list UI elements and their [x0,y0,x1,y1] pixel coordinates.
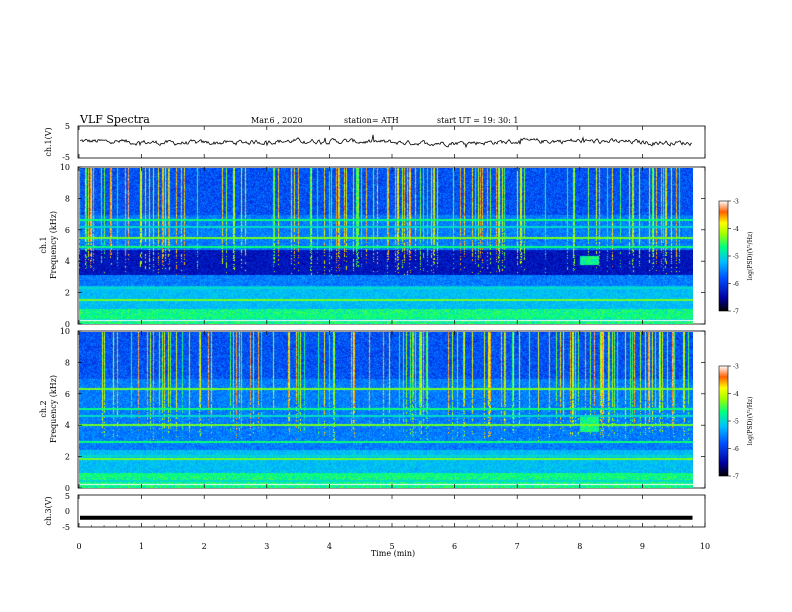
time-tick-label-1: 1 [139,542,144,551]
ch1-freq-ytick-label-4: 4 [65,257,70,266]
ch1-spectrogram-image [79,168,693,324]
ch2-spectrogram-panel: 0 2 4 6 8 10 ch.2 Frequency (kHz) [39,327,706,493]
time-tick-label-4: 4 [327,542,332,551]
ch2-colorbar: -3 -4 -5 -6 -7 log(PSD)(V²/Hz) [718,364,754,481]
time-tick-label-9: 9 [640,542,645,551]
ch2-freq-ytick-label-6: 6 [65,390,70,399]
date-label: Mar.6 , 2020 [251,116,303,125]
time-tick-label-7: 7 [515,542,520,551]
figure-title: VLF Spectra [79,113,150,126]
start-time-label: start UT = 19: 30: 1 [437,116,518,125]
ch2-colorbar-tick--4: -4 [733,391,739,398]
ch1-wave-ytick-top: 5 [65,122,70,131]
ch1-freq-ytick-label-2: 2 [65,289,70,298]
ch1-wave-ytick-bottom: -5 [62,153,70,162]
ch2-freq-ytick-label-10: 10 [60,327,70,336]
ch1-freq-ytick-label-0: 0 [65,320,70,329]
ch1-colorbar-tick--3: -3 [733,199,739,206]
ch1-freq-ytick-label-8: 8 [65,194,70,203]
ch2-colorbar-tick--3: -3 [733,364,739,371]
ch1-colorbar-label: log(PSD)(V²/Hz) [747,232,754,281]
time-tick-label-5: 5 [389,542,394,551]
ch1-spec-ylabel-channel: ch.1 [39,236,48,253]
ch1-colorbar: -3 -4 -5 -6 -7 log(PSD)(V²/Hz) [718,199,754,316]
ch1-wave-ylabel: ch.1(V) [44,127,53,156]
ch1-colorbar-tick--6: -6 [733,281,739,288]
time-axis: 0 1 2 3 4 5 6 7 8 9 10 [76,126,710,551]
ch2-spectrogram-image [79,332,693,488]
ch3-wave-ytick-mid: 0 [65,507,70,516]
ch2-spectrogram-canvas [79,332,693,488]
ch2-colorbar-tick--7: -7 [733,474,739,481]
time-tick-label-6: 6 [452,542,457,551]
ch3-waveform-panel: 5 0 -5 ch.3(V) [44,492,706,532]
time-tick-label-0: 0 [76,542,81,551]
ch1-colorbar-tick--5: -5 [733,254,739,261]
ch2-spec-ylabel-freq: Frequency (kHz) [49,375,58,443]
ch2-freq-ytick-label-8: 8 [65,358,70,367]
time-tick-label-10: 10 [700,542,710,551]
ch1-spectrogram-canvas [79,168,693,324]
ch2-colorbar-tick--5: -5 [733,419,739,426]
ch2-colorbar-tick--6: -6 [733,446,739,453]
station-label: station= ATH [344,116,399,125]
ch1-colorbar-tick--7: -7 [733,309,739,316]
time-axis-label: Time (min) [371,549,415,558]
ch2-spec-ylabel-channel: ch.2 [39,400,48,417]
time-tick-label-8: 8 [577,542,582,551]
ch1-freq-ytick-label-6: 6 [65,226,70,235]
time-tick-label-3: 3 [264,542,269,551]
ch1-freq-ytick-label-10: 10 [60,163,70,172]
time-tick-label-2: 2 [202,542,207,551]
ch3-wave-ytick-top: 5 [65,492,70,501]
ch1-spec-ylabel-freq: Frequency (kHz) [49,211,58,279]
ch1-colorbar-tick--4: -4 [733,226,739,233]
ch1-spectrogram-panel: 0 2 4 6 8 10 ch.1 Frequency (kHz) [39,163,706,329]
ch2-colorbar-label: log(PSD)(V²/Hz) [747,397,754,446]
ch2-freq-ytick-label-2: 2 [65,453,70,462]
ch1-waveform-panel: 5 -5 ch.1(V) [44,122,706,162]
ch2-freq-ytick-label-0: 0 [65,484,70,493]
ch2-freq-ytick-label-4: 4 [65,421,70,430]
ch1-waveform-line [79,134,693,149]
ch3-wave-ylabel: ch.3(V) [44,496,53,525]
ch3-wave-ytick-bottom: -5 [62,523,70,532]
